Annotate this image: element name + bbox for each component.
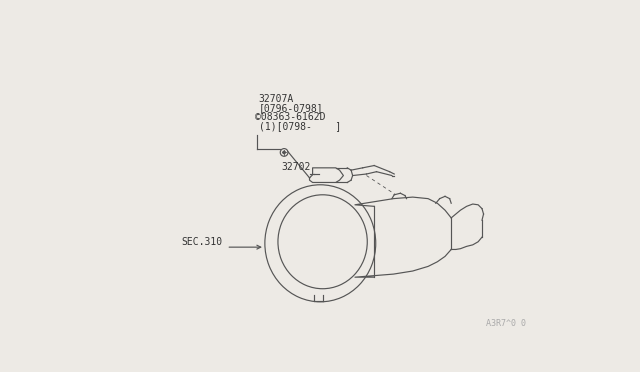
Text: 32702: 32702 [282, 162, 311, 172]
Text: SEC.310: SEC.310 [182, 237, 223, 247]
Text: (1)[0798-    ]: (1)[0798- ] [259, 121, 341, 131]
Text: [0796-0798]: [0796-0798] [259, 103, 323, 113]
Text: 32707A: 32707A [259, 94, 294, 104]
Text: ©08363-6162D: ©08363-6162D [255, 112, 325, 122]
Circle shape [283, 151, 285, 154]
Text: A3R7^0 0: A3R7^0 0 [486, 319, 526, 328]
